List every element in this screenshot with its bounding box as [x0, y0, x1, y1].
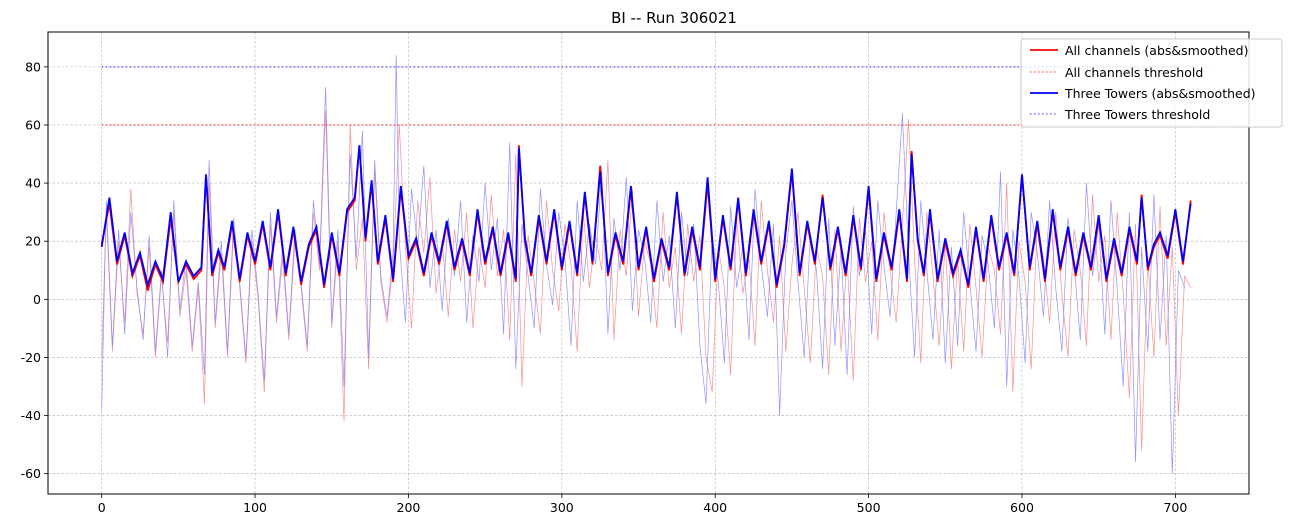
x-tick-label: 500	[857, 500, 881, 515]
y-tick-label: 40	[25, 176, 41, 191]
series-line-2	[100, 145, 1192, 289]
legend-box	[1020, 38, 1283, 128]
chart-title: BI -- Run 306021	[611, 9, 737, 27]
legend-label-all-channels-threshold: All channels threshold	[1065, 65, 1203, 80]
raw-trace-1	[101, 55, 1185, 474]
plot-frame	[47, 31, 1250, 495]
x-tick-label: 200	[397, 500, 421, 515]
x-tick-label: 0	[98, 500, 106, 515]
x-tick-label: 300	[550, 500, 574, 515]
x-axis: 0 100 200 300 400 500 600 700	[98, 494, 1187, 515]
legend: All channels (abs&smoothed) All channels…	[1020, 38, 1283, 128]
legend-label-three-towers-threshold: Three Towers threshold	[1064, 107, 1210, 122]
y-tick-label: 80	[25, 59, 41, 74]
y-tick-label: -40	[21, 408, 41, 423]
x-tick-label: 700	[1163, 500, 1187, 515]
legend-label-all-channels: All channels (abs&smoothed)	[1065, 43, 1248, 58]
raw-trace-0	[101, 110, 1192, 451]
y-axis: -60 -40 -20 0 20 40 60 80	[21, 59, 48, 481]
y-tick-label: -20	[21, 350, 41, 365]
y-tick-label: 0	[33, 292, 41, 307]
y-tick-label: 60	[25, 117, 41, 132]
y-tick-label: 20	[25, 234, 41, 249]
legend-label-three-towers: Three Towers (abs&smoothed)	[1064, 86, 1256, 101]
x-tick-label: 600	[1010, 500, 1034, 515]
x-tick-label: 100	[243, 500, 267, 515]
x-tick-label: 400	[703, 500, 727, 515]
y-tick-label: -60	[21, 466, 41, 481]
series-lines	[100, 66, 1193, 291]
series-line-0	[100, 145, 1192, 291]
